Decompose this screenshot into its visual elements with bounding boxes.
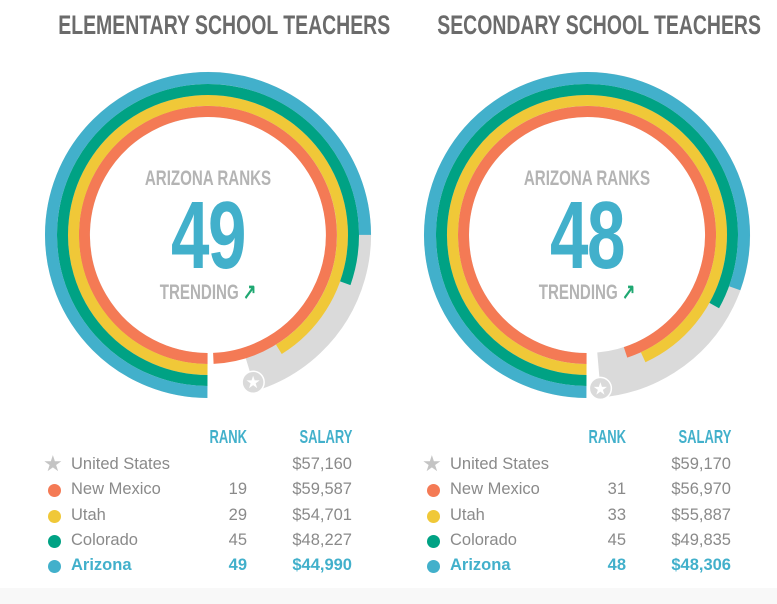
table-row: New Mexico 19 $59,587 [0,479,380,501]
star-icon: ★ [43,451,63,476]
trending-text: TRENDING [538,281,618,304]
row-name: New Mexico [450,480,540,499]
row-name: New Mexico [71,480,161,499]
legend-dot-icon [427,509,440,523]
arc-utah [68,95,348,375]
arc-colorado [57,84,359,386]
row-rank: 19 [228,480,247,499]
legend-dot-icon [427,534,440,548]
salary-column-header: SALARY [678,427,731,447]
arc-arizona [45,72,371,398]
row-name: Colorado [450,530,517,549]
row-salary: $48,227 [292,530,352,549]
ranks-label: ARIZONA RANKS [144,167,272,190]
arc-utah [447,95,728,375]
trending-label: TRENDING ↗ [515,279,659,305]
footer-bar [0,588,777,604]
row-rank: 31 [607,480,626,499]
row-salary: $54,701 [292,505,352,524]
arrow-up-right-icon: ↗ [621,279,636,304]
row-name: United States [71,455,171,473]
row-salary: $57,160 [292,455,352,473]
us-marker [588,376,613,401]
row-salary: $59,170 [671,455,731,473]
row-rank: 45 [607,530,626,549]
table-row: Arizona 49 $44,990 [0,555,380,577]
row-rank: 29 [228,505,247,524]
row-name: Utah [71,505,106,524]
row-salary: $56,970 [671,480,731,499]
start-gap [208,345,213,405]
elementary-panel: ELEMENTARY SCHOOL TEACHERS ★ ARIZONA RAN… [0,0,391,604]
row-name: Colorado [71,530,138,549]
rank-column-header: RANK [588,427,626,447]
legend-dot-icon [48,484,61,498]
trending-text: TRENDING [159,281,239,304]
chart-title: SECONDARY SCHOOL TEACHERS [437,10,761,40]
row-rank: 48 [607,556,626,575]
table-row: ★ United States $57,160 [0,451,380,476]
star-icon: ★ [246,373,261,392]
row-name: Arizona [71,556,132,575]
legend-dot-icon [427,560,440,574]
us-marker [241,370,265,394]
rank-value: 48 [549,182,625,289]
row-salary: $48,306 [671,556,731,575]
radial-chart: ★ [45,72,371,405]
row-name: Utah [450,505,485,524]
arc-colorado [436,84,738,386]
row-rank: 33 [607,505,626,524]
secondary-panel: SECONDARY SCHOOL TEACHERS ★ ARIZONA RANK… [379,0,761,604]
legend-dot-icon [48,534,61,548]
ranks-label: ARIZONA RANKS [523,167,651,190]
legend-dot-icon [48,509,61,523]
star-icon: ★ [422,451,442,476]
table-row: Utah 33 $55,887 [379,505,759,527]
row-rank: 49 [228,556,247,575]
rank-column-header: RANK [209,427,247,447]
start-gap [587,345,592,405]
chart-title: ELEMENTARY SCHOOL TEACHERS [58,10,391,40]
legend-dot-icon [427,484,440,498]
salary-column-header: SALARY [299,427,352,447]
table-row: Colorado 45 $49,835 [379,530,759,552]
table-row: New Mexico 31 $56,970 [379,479,759,501]
row-name: United States [450,455,550,473]
star-icon: ★ [593,379,608,398]
table-row: Colorado 45 $48,227 [0,530,380,552]
table-row: Arizona 48 $48,306 [379,555,759,577]
row-salary: $44,990 [292,556,352,575]
rank-value: 49 [170,182,246,289]
row-salary: $59,587 [292,480,352,499]
table-row: Utah 29 $54,701 [0,505,380,527]
trending-label: TRENDING ↗ [136,279,280,305]
arc-arizona [424,72,750,398]
row-name: Arizona [450,556,511,575]
table-row: ★ United States $59,170 [379,451,759,476]
arc-new-mexico [78,106,337,364]
row-rank: 45 [228,530,247,549]
radial-chart: ★ [424,72,751,405]
arrow-up-right-icon: ↗ [242,279,257,304]
row-salary: $49,835 [671,530,731,549]
row-salary: $55,887 [671,505,731,524]
legend-dot-icon [48,560,61,574]
arc-new-mexico [458,106,716,364]
